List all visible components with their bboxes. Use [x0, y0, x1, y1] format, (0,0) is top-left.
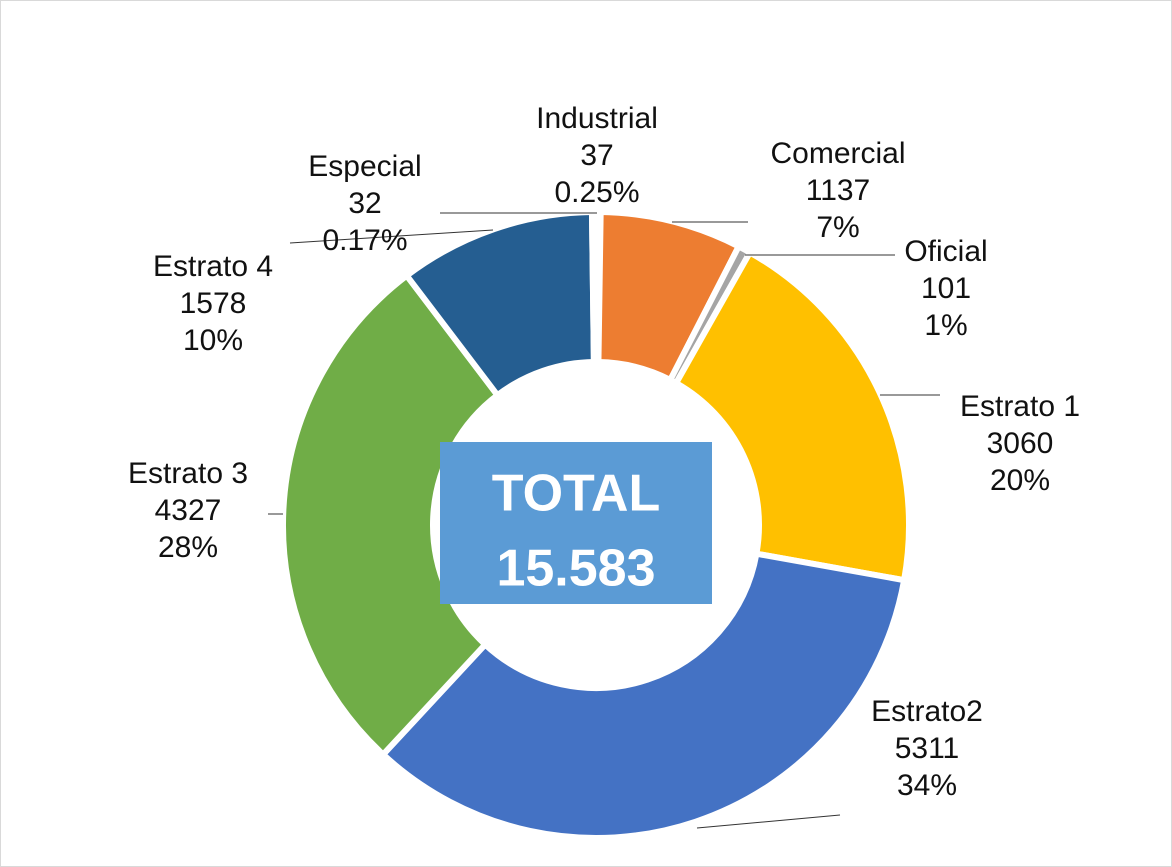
slice-label-percent: 34% [897, 769, 957, 802]
donut-slice [280, 271, 502, 759]
slice-label-percent: 0.25% [554, 176, 639, 209]
slice-label-value: 3060 [987, 427, 1054, 460]
slice-label-name: Comercial [770, 137, 905, 170]
slice-label-value: 5311 [895, 732, 960, 765]
slice-label-percent: 7% [816, 211, 859, 244]
slice-label-value: 1578 [180, 287, 247, 320]
slice-label-percent: 0.17% [322, 224, 407, 257]
slice-label-value: 32 [348, 187, 381, 220]
slice-label-percent: 10% [183, 324, 243, 357]
slice-label-name: Estrato 3 [128, 457, 248, 490]
slice-label-value: 1137 [806, 174, 871, 207]
donut [280, 208, 912, 841]
slice-label-name: Estrato 1 [960, 390, 1080, 423]
slice-label-name: Estrato 4 [153, 250, 273, 283]
slice-label-name: Industrial [536, 102, 658, 135]
leader-line [289, 229, 494, 244]
total-title: TOTAL [492, 465, 661, 523]
slice-label-name: Especial [308, 150, 421, 183]
total-box [440, 442, 712, 604]
slice-label-value: 37 [580, 139, 613, 172]
donut-slice [588, 208, 599, 366]
total-value: 15.583 [496, 540, 655, 598]
donut-slice [672, 248, 912, 584]
slice-label-percent: 28% [158, 531, 218, 564]
leader-lines [268, 212, 940, 829]
slice-label-percent: 20% [990, 464, 1050, 497]
leader-line [696, 814, 841, 829]
slice-label-percent: 1% [924, 309, 967, 342]
slice-label-value: 101 [921, 272, 971, 305]
slice-label-value: 4327 [155, 494, 222, 527]
slice-label-name: Estrato2 [871, 695, 983, 728]
slice-label-name: Oficial [904, 235, 987, 268]
donut-slice [378, 550, 908, 841]
